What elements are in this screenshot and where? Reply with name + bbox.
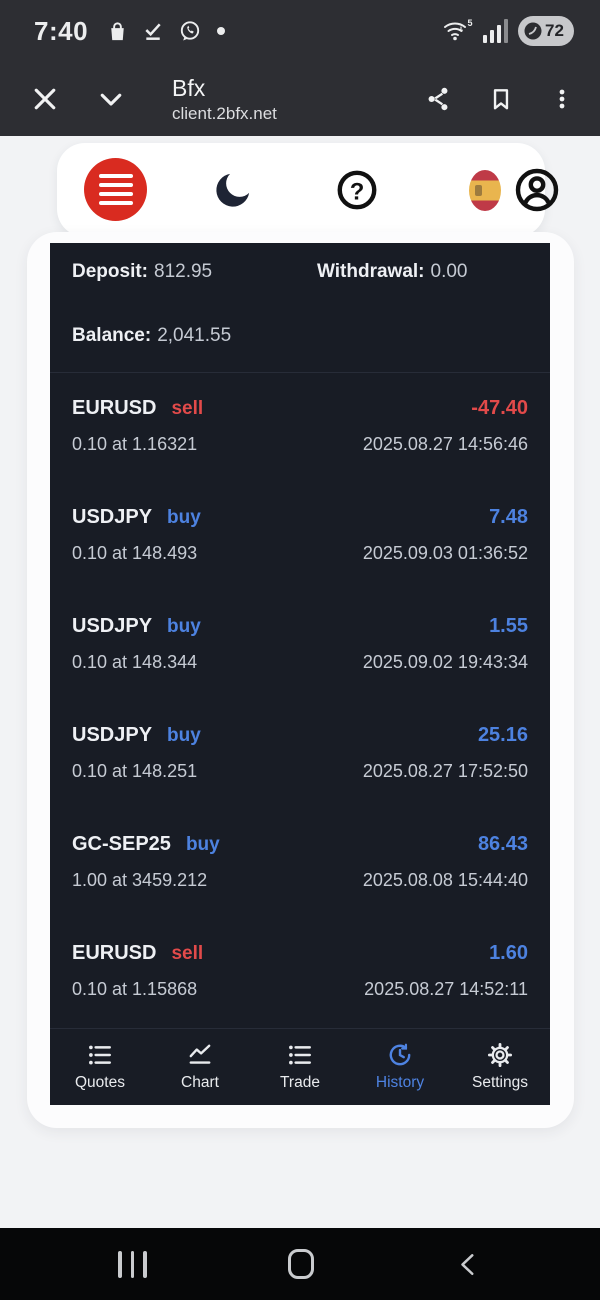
account-summary: Deposit: 812.95 Withdrawal: 0.00 Balance: 2…: [50, 243, 550, 373]
tab-label: Quotes: [75, 1074, 125, 1091]
home-button-icon[interactable]: [288, 1249, 315, 1279]
trade-row[interactable]: USDJPY buy 1.55 0.10 at 148.344 2025.09.02 …: [50, 591, 550, 700]
withdrawal-value: 0.00: [430, 261, 468, 282]
svg-text:?: ?: [350, 179, 365, 206]
trade-row[interactable]: EURUSD sell 1.60 0.10 at 1.15868 2025.08.27…: [50, 918, 550, 1027]
language-flag-spain-icon[interactable]: [469, 170, 501, 211]
tab-settings[interactable]: Settings: [450, 1029, 550, 1105]
shopping-bag-notification-icon: [106, 20, 129, 43]
share-icon[interactable]: [424, 85, 452, 113]
android-navigation-bar: [0, 1228, 600, 1300]
bookmark-icon[interactable]: [488, 85, 514, 113]
tab-trade[interactable]: Trade: [250, 1029, 350, 1105]
deposit-field: Deposit: 812.95: [72, 261, 317, 283]
trade-side: buy: [167, 507, 201, 528]
trade-volume-price: 0.10 at 148.344: [72, 652, 198, 672]
app-menu-bar: ?: [57, 143, 559, 237]
trade-datetime: 2025.08.08 15:44:40: [362, 870, 528, 890]
tab-label: Settings: [471, 1074, 528, 1091]
trade-symbol: USDJPY: [72, 615, 153, 637]
trade-symbol: USDJPY: [72, 506, 153, 528]
deposit-value: 812.95: [154, 261, 213, 282]
trade-side: buy: [167, 725, 201, 746]
app-tab-bar: Quotes Chart Trade History Settings: [50, 1028, 550, 1105]
whatsapp-notification-icon: [178, 19, 202, 43]
trade-row[interactable]: EURUSD sell -47.40 0.10 at 1.16321 2025.08.…: [50, 373, 550, 482]
account-panel: Deposit: 812.95 Withdrawal: 0.00 Balance: 2…: [50, 243, 550, 1105]
trade-profit: 86.43: [477, 833, 528, 855]
chart-line-icon: [189, 1044, 211, 1064]
trade-volume-price: 1.00 at 3459.212: [72, 870, 208, 890]
battery-indicator: 72: [518, 16, 574, 46]
trade-profit: 1.60: [489, 942, 528, 964]
deposit-label: Deposit:: [72, 261, 148, 282]
trade-profit: 7.48: [489, 506, 528, 528]
withdrawal-field: Withdrawal: 0.00: [317, 261, 467, 283]
trade-datetime: 2025.08.27 14:52:11: [364, 979, 528, 999]
tab-label: Chart: [181, 1074, 219, 1091]
trade-profit: -47.40: [471, 397, 528, 419]
tab-label: History: [375, 1074, 425, 1091]
trade-side: buy: [167, 616, 201, 637]
page-title-block: Bfx client.2bfx.net: [172, 75, 277, 124]
quotes-list-icon: [89, 1045, 111, 1065]
close-tab-icon[interactable]: [30, 84, 60, 114]
check-underline-notification-icon: [142, 20, 165, 43]
withdrawal-label: Withdrawal:: [317, 261, 425, 282]
trade-volume-price: 0.10 at 148.251: [72, 761, 198, 781]
webpage-viewport: ? Deposit: 812.95 Withdrawal: 0.00 Balance…: [0, 136, 600, 1228]
wifi-5g-icon: 5: [443, 18, 473, 44]
page-url: client.2bfx.net: [172, 103, 277, 123]
help-question-icon[interactable]: ?: [335, 168, 379, 212]
history-trade-list: EURUSD sell -47.40 0.10 at 1.16321 2025.08.…: [50, 373, 550, 1027]
tab-chart[interactable]: Chart: [150, 1029, 250, 1105]
profile-account-icon[interactable]: [512, 165, 562, 215]
cellular-signal-icon: [483, 19, 508, 43]
trade-volume-price: 0.10 at 148.493: [72, 543, 198, 563]
trade-row[interactable]: USDJPY buy 7.48 0.10 at 148.493 2025.09.03 …: [50, 482, 550, 591]
tab-history[interactable]: History: [350, 1029, 450, 1105]
android-status-bar: 7:40 5 72: [0, 0, 600, 62]
trade-side: buy: [185, 834, 220, 855]
trade-profit: 25.16: [477, 724, 528, 746]
trade-profit: 1.55: [489, 615, 528, 637]
chevron-down-icon[interactable]: [94, 84, 128, 114]
trade-datetime: 2025.08.27 14:56:46: [362, 434, 528, 454]
trade-volume-price: 0.10 at 1.16321: [72, 434, 198, 454]
trade-side: sell: [171, 398, 204, 419]
battery-saver-icon: [524, 22, 542, 40]
trade-side: sell: [171, 943, 204, 964]
trade-symbol: EURUSD: [72, 397, 157, 419]
tab-quotes[interactable]: Quotes: [50, 1029, 150, 1105]
trade-symbol: USDJPY: [72, 724, 153, 746]
browser-custom-tab-toolbar: Bfx client.2bfx.net: [0, 62, 600, 136]
trade-volume-price: 0.10 at 1.15868: [72, 979, 198, 999]
page-title: Bfx: [172, 74, 206, 101]
balance-value: 2,041.55: [157, 325, 232, 346]
trade-datetime: 2025.09.03 01:36:52: [362, 543, 528, 563]
balance-label: Balance:: [72, 325, 152, 346]
settings-gear-icon: [487, 1042, 513, 1068]
recents-button-icon[interactable]: [118, 1250, 147, 1278]
trade-datetime: 2025.08.27 17:52:50: [362, 761, 528, 781]
tab-label: Trade: [280, 1074, 320, 1091]
wifi-speed-badge: 5: [468, 18, 473, 28]
trade-list-icon: [289, 1045, 311, 1065]
trade-symbol: GC-SEP25: [72, 833, 171, 855]
back-button-icon[interactable]: [456, 1250, 482, 1278]
trade-datetime: 2025.09.02 19:43:34: [362, 652, 528, 672]
hamburger-menu-button[interactable]: [84, 158, 147, 221]
battery-percent: 72: [545, 21, 564, 40]
dark-mode-toggle-moon-icon[interactable]: [209, 166, 257, 214]
balance-field: Balance: 2,041.55: [72, 325, 528, 347]
trade-row[interactable]: USDJPY buy 25.16 0.10 at 148.251 2025.08.27…: [50, 700, 550, 809]
account-card: Deposit: 812.95 Withdrawal: 0.00 Balance: 2…: [27, 232, 574, 1128]
trade-row[interactable]: GC-SEP25 buy 86.43 1.00 at 3459.212 2025.08…: [50, 809, 550, 918]
clock: 7:40: [34, 15, 89, 46]
more-notifications-dot-icon: [217, 27, 226, 35]
overflow-menu-icon[interactable]: [550, 85, 574, 113]
trade-symbol: EURUSD: [72, 942, 157, 964]
history-clock-icon: [389, 1043, 411, 1066]
